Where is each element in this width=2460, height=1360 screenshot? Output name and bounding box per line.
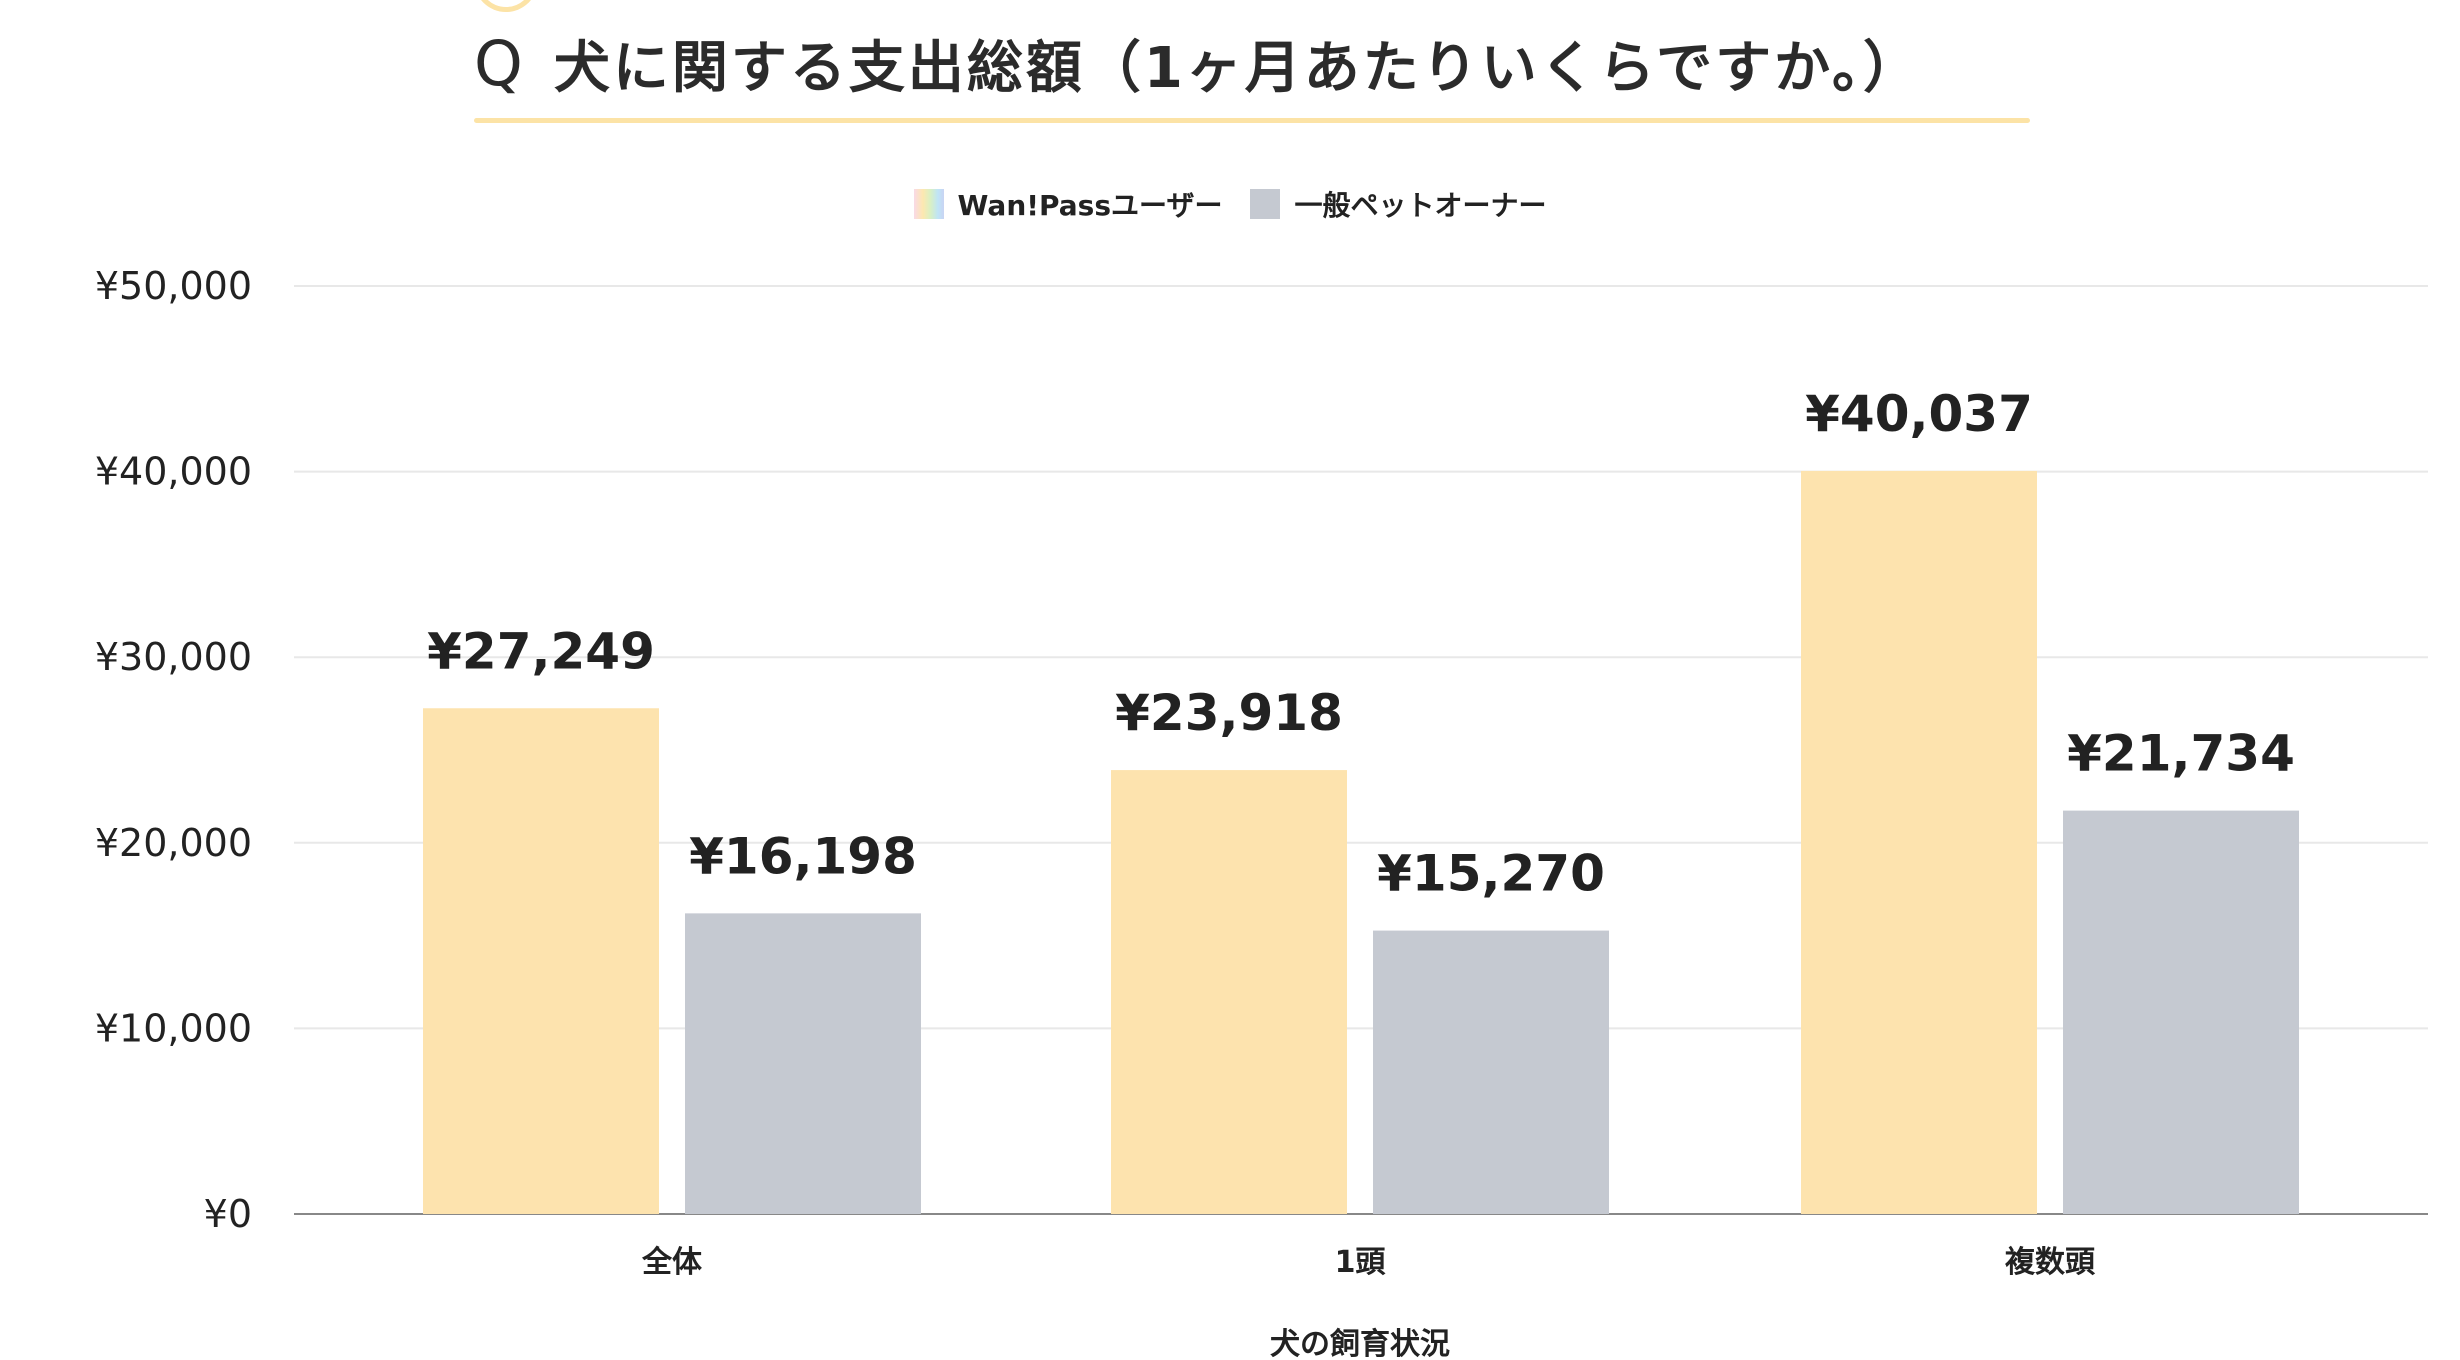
question-header: Q 犬に関する支出総額（1ヶ月あたりいくらですか。） xyxy=(474,0,2030,130)
y-tick-label: ¥20,000 xyxy=(95,821,252,865)
bar-general xyxy=(2063,810,2299,1214)
x-axis-title: 犬の飼育状況 xyxy=(1270,1327,1450,1360)
y-tick-label: ¥10,000 xyxy=(95,1006,252,1050)
legend-label-wanpass: Wan!Passユーザー xyxy=(957,189,1223,222)
title-label: 犬に関する支出総額（1ヶ月あたりいくらですか。） xyxy=(553,35,1922,101)
x-tick-label: 複数頭 xyxy=(2005,1245,2096,1280)
data-label-wanpass: ¥23,918 xyxy=(1115,684,1343,742)
data-label-general: ¥21,734 xyxy=(2067,725,2295,783)
y-tick-label: ¥30,000 xyxy=(95,635,252,679)
x-tick-label: 1頭 xyxy=(1335,1245,1387,1280)
legend-item-general: 一般ペットオーナー xyxy=(1250,184,1546,224)
y-tick-label: ¥40,000 xyxy=(95,450,252,494)
legend-swatch-wanpass xyxy=(913,189,944,219)
title-underline xyxy=(474,118,2030,123)
legend-swatch-general xyxy=(1250,189,1281,219)
bar-wanpass xyxy=(423,708,659,1214)
y-tick-label: ¥50,000 xyxy=(95,264,252,308)
chart-title: Q 犬に関する支出総額（1ヶ月あたりいくらですか。） xyxy=(474,18,2030,108)
data-label-wanpass: ¥40,037 xyxy=(1805,385,2033,443)
bar-wanpass xyxy=(1801,470,2037,1214)
data-label-general: ¥15,270 xyxy=(1377,845,1605,903)
question-mark-label: Q xyxy=(474,26,526,100)
legend-item-wanpass: Wan!Passユーザー xyxy=(913,184,1223,224)
bar-wanpass xyxy=(1111,770,1347,1214)
data-label-general: ¥16,198 xyxy=(689,827,917,885)
x-tick-label: 全体 xyxy=(641,1245,703,1280)
data-label-wanpass: ¥27,249 xyxy=(427,622,655,680)
legend-label-general: 一般ペットオーナー xyxy=(1294,189,1547,222)
bar-general xyxy=(685,913,921,1214)
bar-general xyxy=(1373,930,1609,1214)
y-tick-label: ¥0 xyxy=(204,1192,252,1236)
chart-legend: Wan!Passユーザー 一般ペットオーナー xyxy=(0,184,2460,224)
